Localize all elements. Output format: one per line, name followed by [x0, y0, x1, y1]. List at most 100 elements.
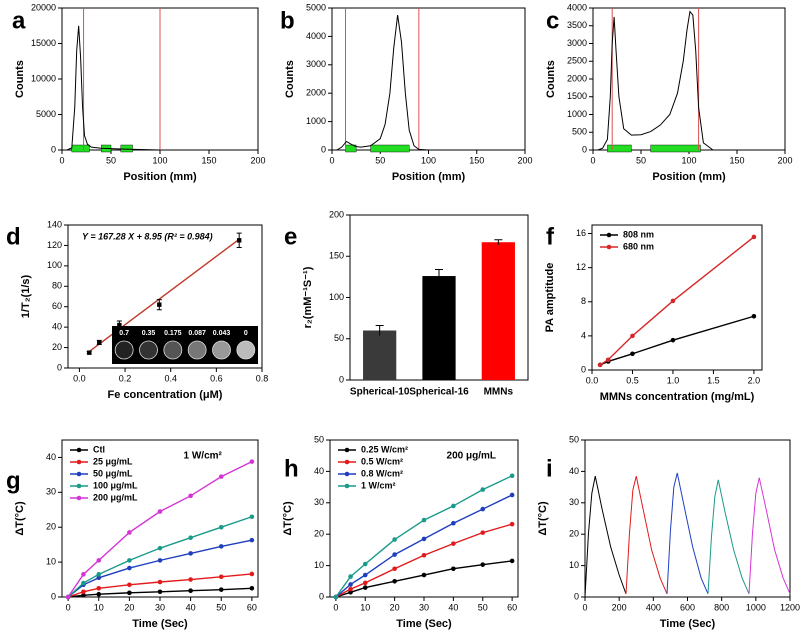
- y-tick-label: 4000: [567, 2, 587, 12]
- inset-label: 0.7: [119, 330, 129, 337]
- legend-marker: [76, 471, 82, 477]
- panel: a 0 5000 10000 15000 20000 0 50 100 150 200 Positio…: [12, 2, 266, 183]
- point: [421, 552, 427, 558]
- point: [188, 588, 193, 594]
- x-tick-label: MMNs: [484, 387, 514, 398]
- y-tick-label: 10: [569, 560, 579, 570]
- x-tick-label: 50: [106, 155, 116, 165]
- point: [127, 590, 132, 596]
- inset-sample: [163, 340, 183, 360]
- x-tick-label: 0.5: [626, 375, 639, 385]
- point: [81, 580, 86, 586]
- point: [157, 558, 163, 563]
- point: [188, 577, 193, 582]
- x-tick-label: 0.4: [164, 373, 177, 383]
- legend-marker: [76, 447, 82, 453]
- gate: [607, 144, 632, 153]
- legend-label: 1 W/cm²: [361, 480, 396, 490]
- series-line: [67, 539, 253, 598]
- panel: d 0 20 40 60 80 100 120 140 0.0 0.2 0.4 0.6 0.8 Fe con…: [6, 219, 268, 401]
- series-line: [335, 475, 513, 598]
- y-tick-label: 60: [52, 301, 62, 311]
- y-tick-label: 20: [46, 522, 56, 532]
- point: [81, 592, 86, 598]
- point: [65, 594, 71, 600]
- point: [392, 566, 397, 572]
- legend-marker: [344, 447, 350, 453]
- x-tick-label: 40: [186, 602, 196, 612]
- y-tick-label: 100: [329, 292, 344, 302]
- bar: [481, 242, 515, 380]
- x-tick-label: 40: [448, 602, 458, 612]
- y-tick-label: 40: [314, 466, 324, 476]
- series-line: [67, 461, 253, 598]
- y-tick-label: 20: [569, 529, 579, 539]
- x-tick-label: 1.5: [707, 375, 720, 385]
- y-tick-label: 3000: [567, 38, 587, 48]
- point: [392, 537, 397, 542]
- y-tick-label: 20: [314, 529, 324, 539]
- x-axis-label: Position (mm): [652, 171, 726, 183]
- y-tick-label: 50: [334, 333, 344, 343]
- y-tick-label: 40: [46, 452, 56, 462]
- error-bar: [375, 325, 384, 336]
- point: [362, 585, 368, 590]
- plot-frame: [592, 7, 786, 151]
- bar: [363, 330, 397, 380]
- y-axis-label: Counts: [14, 60, 26, 98]
- x-tick-label: 0.2: [119, 373, 132, 383]
- point: [509, 492, 515, 498]
- x-tick-label: 1200: [780, 602, 800, 612]
- y-tick-label: 1500: [567, 91, 587, 101]
- point: [421, 536, 427, 542]
- panel-label: f: [546, 223, 555, 250]
- y-tick-label: 12: [576, 262, 586, 272]
- point: [451, 566, 456, 572]
- series-line: [707, 479, 750, 595]
- series-line: [335, 523, 513, 598]
- point: [421, 572, 427, 578]
- y-axis-label: PA amptitude: [544, 263, 556, 333]
- bar: [422, 276, 456, 380]
- legend-marker: [344, 483, 350, 489]
- x-tick-label: 0.8: [256, 373, 269, 383]
- x-tick-label: 0.6: [210, 373, 223, 383]
- y-tick-label: 1000: [567, 109, 587, 119]
- point: [509, 558, 515, 564]
- legend-label: Ctl: [93, 444, 105, 454]
- x-tick-label: 150: [201, 155, 216, 165]
- y-tick-label: 2500: [567, 56, 587, 66]
- inset-label: 0.175: [164, 330, 182, 337]
- y-tick-label: 8: [581, 296, 586, 306]
- y-tick-label: 5000: [306, 2, 326, 12]
- plot-frame: [331, 7, 526, 151]
- inset-label: 0.043: [213, 330, 231, 337]
- annotation: 200 μg/mL: [447, 451, 496, 462]
- point: [451, 541, 456, 546]
- y-tick-label: 10: [46, 556, 56, 566]
- point: [249, 459, 255, 464]
- y-tick-label: 0: [51, 144, 56, 154]
- y-tick-label: 1000: [306, 116, 326, 126]
- y-tick-label: 40: [569, 466, 579, 476]
- y-tick-label: 50: [569, 434, 579, 444]
- x-tick-label: 100: [421, 155, 436, 165]
- panel-label: d: [6, 223, 21, 250]
- inset-sample: [212, 340, 231, 360]
- panel-label: h: [284, 455, 299, 482]
- x-tick-label: 50: [636, 155, 646, 165]
- panel-label: a: [12, 7, 26, 34]
- y-tick-label: 0: [574, 591, 579, 601]
- x-tick-label: 200: [777, 155, 792, 165]
- legend-label: 50 μg/mL: [93, 468, 133, 478]
- legend-label: 680 nm: [623, 241, 654, 251]
- point: [392, 552, 397, 557]
- panel: g 0 10 20 30 40 0 10 20 30 40 50 60 Time (Sec) ΔT(°C) C…: [6, 439, 259, 630]
- fit-equation: Y = 167.28 X + 8.95 (R² = 0.984): [82, 231, 213, 241]
- point: [218, 524, 224, 530]
- x-tick-label: 200: [612, 602, 627, 612]
- y-tick-label: 15000: [31, 38, 56, 48]
- y-tick-label: 4000: [306, 31, 326, 41]
- legend-label: 0.5 W/cm²: [361, 456, 403, 466]
- y-axis-label: Counts: [545, 60, 557, 98]
